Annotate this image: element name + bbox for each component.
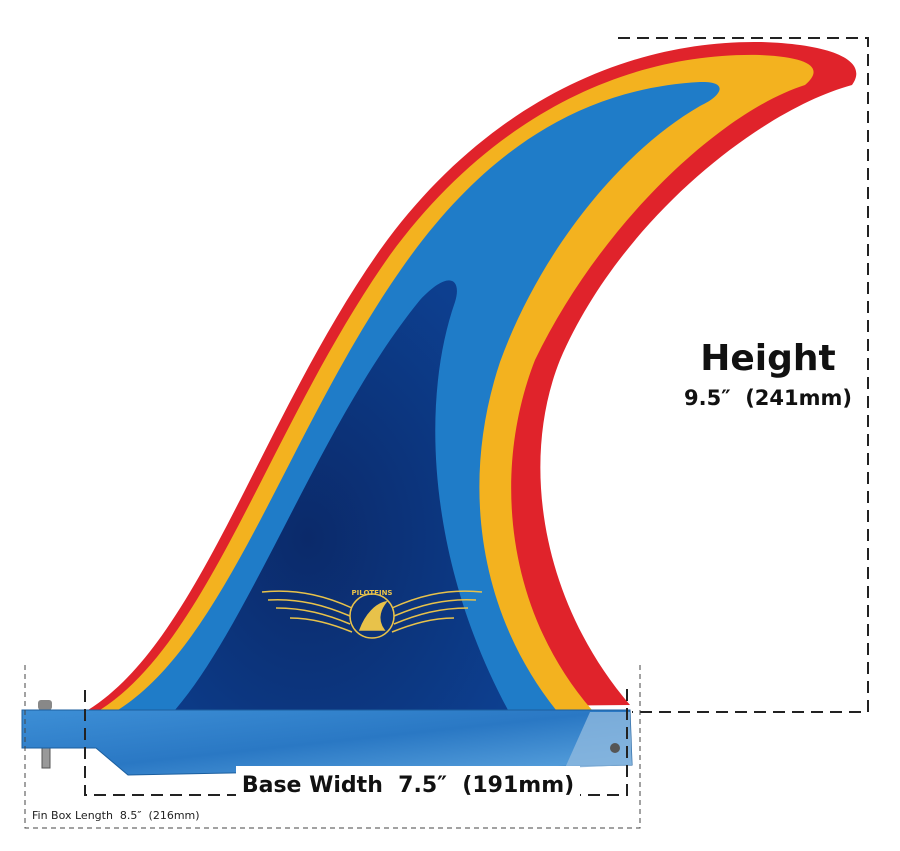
fin-navy-layer xyxy=(175,280,508,710)
height-label: Height xyxy=(700,338,836,379)
height-dimension xyxy=(618,37,869,713)
fin-box-dimension xyxy=(24,665,641,829)
fin-base xyxy=(21,700,633,776)
dimension-lines xyxy=(24,37,869,829)
base-end xyxy=(565,712,632,768)
logo-text: PILOTFINS xyxy=(352,589,393,597)
fin xyxy=(88,41,857,711)
fin-box-length-label: Fin Box Length 8.5″ (216mm) xyxy=(32,809,200,822)
base-width-bg xyxy=(236,766,580,798)
base-pin xyxy=(610,743,620,753)
logo: PILOTFINS xyxy=(261,589,483,639)
height-measurement: 9.5″ (241mm) xyxy=(684,386,852,410)
screw-head xyxy=(38,700,52,710)
base xyxy=(21,709,633,776)
base-width-label: Base Width 7.5″ (191mm) xyxy=(242,773,574,798)
screw-tip xyxy=(41,747,51,769)
